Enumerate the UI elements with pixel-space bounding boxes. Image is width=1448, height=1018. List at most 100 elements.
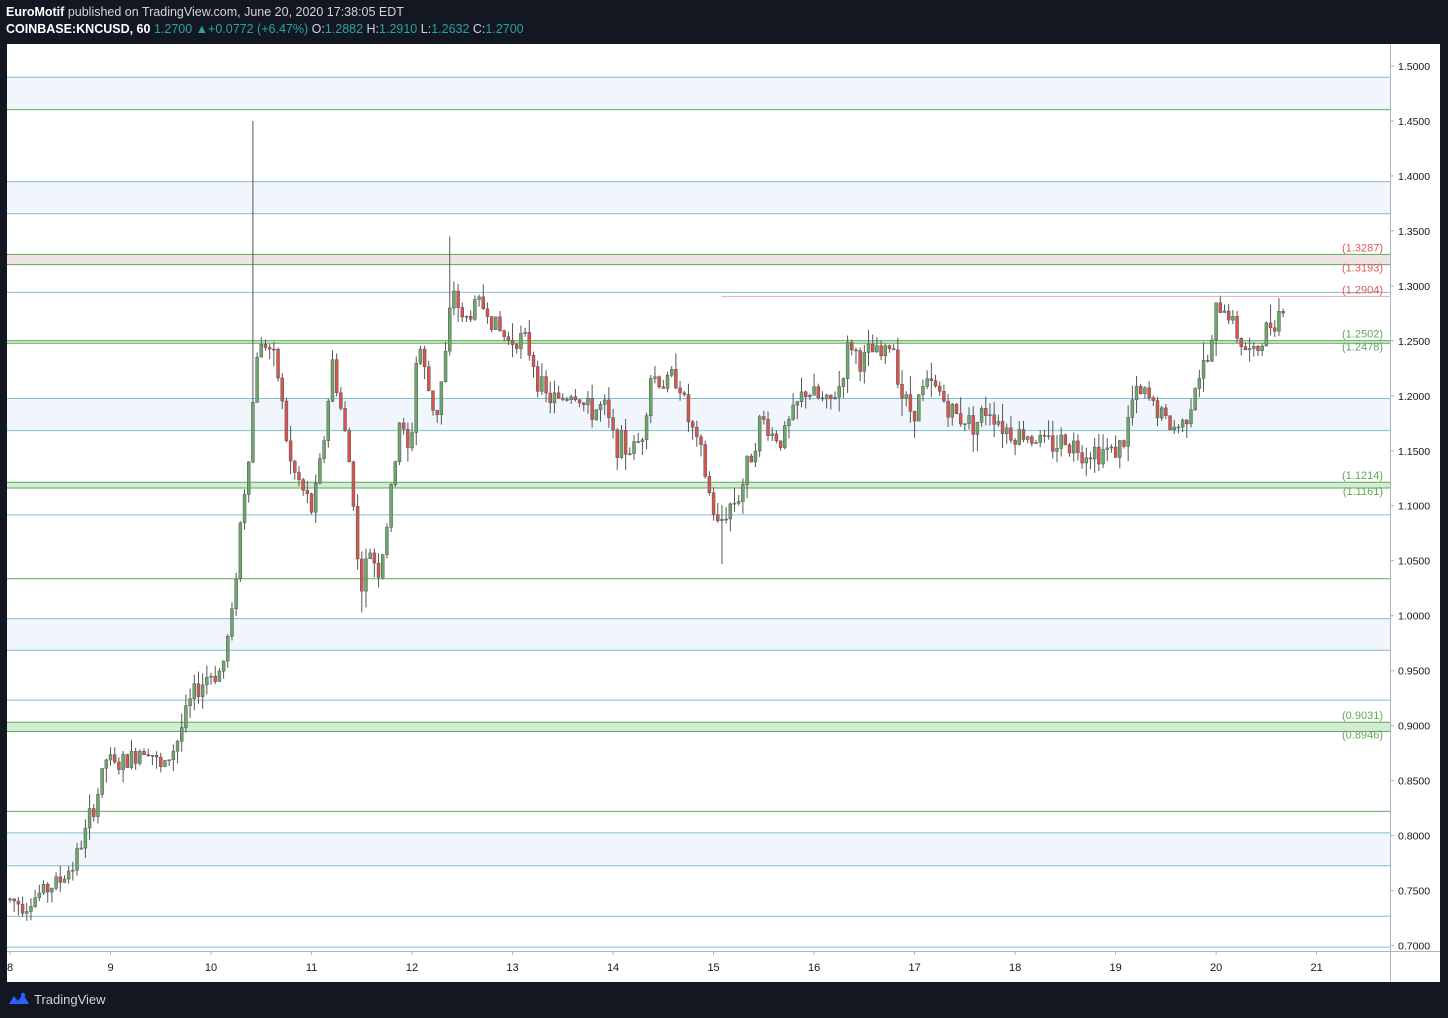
author-name[interactable]: EuroMotif (6, 5, 65, 19)
candle-up (632, 441, 636, 454)
candle-up (1055, 448, 1059, 452)
candle-down (896, 349, 900, 385)
candle-down (309, 493, 314, 513)
close-value: 1.2700 (485, 22, 524, 36)
candle-down (942, 391, 946, 402)
candle-down (422, 348, 427, 368)
candle-up (100, 768, 104, 795)
x-tick-label: 18 (1009, 962, 1021, 974)
candle-down (263, 343, 268, 348)
candle-up (230, 608, 234, 637)
candle-up (724, 518, 728, 521)
candle-down (360, 558, 364, 592)
x-tick-label: 17 (908, 962, 920, 974)
candle-up (644, 415, 649, 441)
candle-down (891, 348, 896, 351)
candle-down (900, 384, 904, 399)
high-label: H: (366, 22, 380, 36)
candle-down (489, 316, 494, 330)
candle-down (954, 403, 959, 414)
candle-down (695, 426, 699, 438)
candle-down (1226, 310, 1231, 321)
candle-down (984, 408, 988, 416)
candle-up (996, 421, 1001, 425)
candle-up (519, 333, 523, 349)
candle-up (783, 425, 787, 448)
candle-up (393, 461, 398, 485)
candle-down (1281, 311, 1285, 314)
y-tick-label: 1.4500 (1398, 116, 1430, 128)
candle-up (75, 848, 79, 871)
candle-down (1013, 439, 1017, 445)
candle-down (816, 386, 820, 399)
candle-down (582, 402, 586, 406)
candle-up (473, 299, 477, 320)
candle-down (117, 761, 121, 771)
candle-up (180, 727, 184, 742)
candle-up (234, 578, 238, 610)
chart-header: EuroMotif published on TradingView.com, … (0, 0, 1448, 44)
candle-up (640, 439, 645, 442)
candle-down (1273, 327, 1277, 332)
price-chart[interactable]: (1.3287) (1.3193) (1.2502)(1.2478) (1.1214)… (7, 44, 1440, 982)
y-tick-label: 1.4000 (1398, 171, 1430, 183)
candle-down (548, 392, 552, 404)
candle-down (699, 436, 703, 445)
candle-up (79, 847, 83, 850)
candle-down (112, 754, 117, 763)
candle-up (251, 402, 255, 463)
candle-up (540, 376, 544, 392)
candle-up (1130, 399, 1135, 418)
candle-up (1134, 385, 1139, 401)
y-tick-label: 0.7500 (1398, 886, 1430, 898)
candle-down (347, 430, 351, 463)
tradingview-brand[interactable]: TradingView (34, 992, 106, 1007)
candle-down (92, 808, 96, 817)
candle-up (247, 461, 251, 495)
level-band (7, 832, 1390, 866)
x-tick-label: 11 (306, 962, 317, 974)
candle-up (1247, 348, 1252, 351)
candle-down (565, 399, 569, 401)
candle-up (188, 698, 192, 707)
candle-up (757, 416, 762, 452)
candle-up (397, 422, 402, 462)
candle-up (121, 754, 125, 771)
candle-down (1042, 434, 1047, 437)
candle-up (443, 350, 448, 382)
candle-down (615, 429, 619, 458)
candle-down (150, 754, 155, 757)
candle-up (1084, 457, 1089, 464)
candle-down (929, 378, 934, 381)
candle-down (372, 552, 377, 564)
candle-up (364, 558, 368, 592)
candle-down (20, 903, 25, 914)
candle-down (933, 380, 938, 387)
candle-down (1009, 427, 1013, 441)
candle-down (561, 397, 565, 400)
candle-up (138, 750, 142, 764)
candle-down (1122, 440, 1126, 447)
y-tick-label: 1.3000 (1398, 281, 1430, 293)
x-tick-label: 16 (808, 962, 820, 974)
candle-up (104, 759, 109, 769)
candle-up (552, 392, 557, 404)
tradingview-logo-icon[interactable] (8, 991, 30, 1007)
candle-down (154, 755, 159, 758)
candle-up (1189, 409, 1193, 425)
y-tick-label: 0.8500 (1398, 776, 1430, 788)
candle-up (1193, 388, 1197, 410)
candle-up (653, 376, 657, 379)
candle-up (62, 878, 67, 883)
chart-area[interactable]: (1.3287) (1.3193) (1.2502) (1.2478) (1.1214)… (7, 44, 1440, 982)
candle-down (1076, 440, 1080, 453)
symbol-label: COINBASE:KNCUSD, 60 (6, 22, 151, 36)
candle-up (1172, 426, 1176, 431)
x-tick-label: 13 (506, 962, 518, 974)
zone-label-bottom: (1.3193) (1342, 263, 1383, 275)
candle-up (669, 369, 674, 376)
level-band (7, 77, 1390, 110)
candle-up (330, 359, 335, 402)
price-change: +0.0772 (+6.47%) (208, 22, 309, 36)
candle-down (766, 419, 770, 436)
